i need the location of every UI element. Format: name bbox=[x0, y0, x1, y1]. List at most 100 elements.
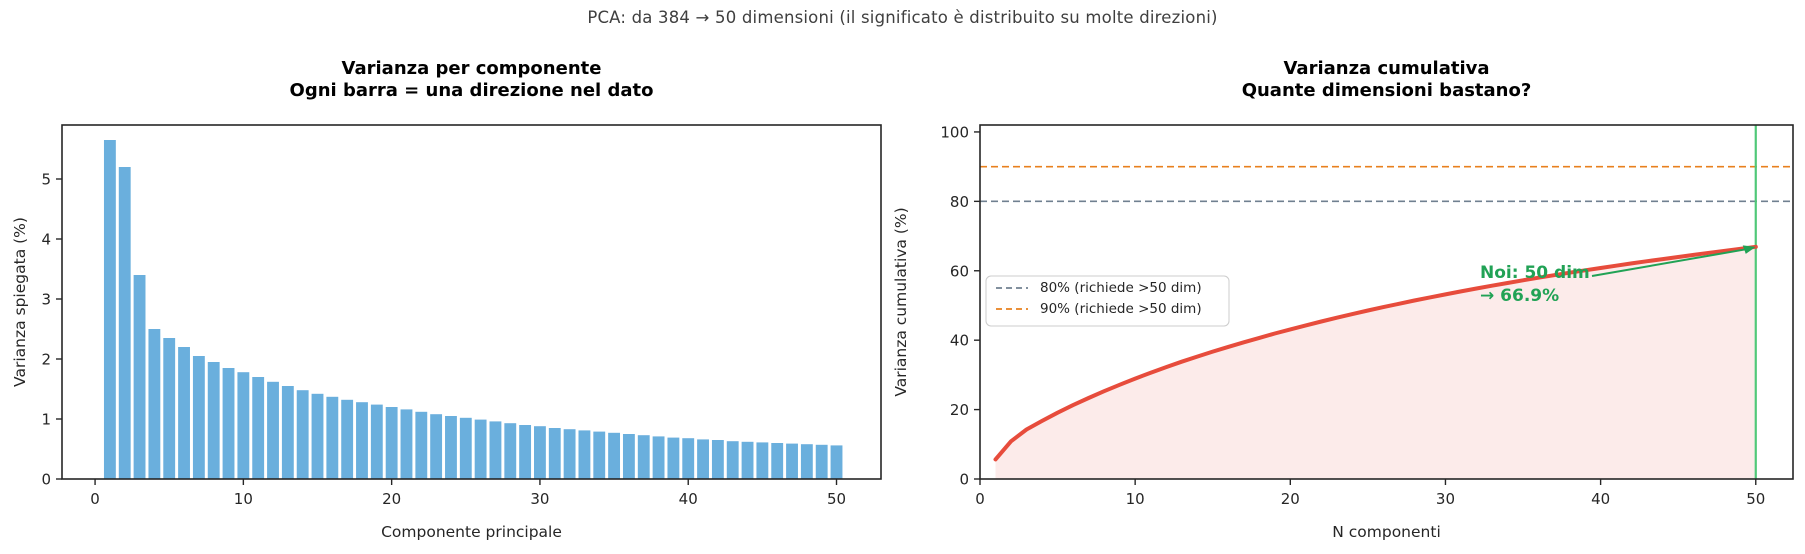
bar-component-28 bbox=[504, 423, 517, 479]
axes-box bbox=[979, 124, 1794, 480]
legend-label-0: 80% (richiede >50 dim) bbox=[1040, 280, 1202, 296]
y-axis-label: Varianza spiegata (%) bbox=[11, 217, 29, 387]
x-tick-label: 20 bbox=[382, 490, 401, 508]
bar-component-22 bbox=[415, 411, 428, 479]
legend-box bbox=[985, 275, 1230, 327]
chart-title-line1: Varianza per componente bbox=[342, 58, 602, 79]
y-tick-label: 3 bbox=[41, 291, 51, 309]
bar-component-27 bbox=[489, 421, 502, 479]
legend-label-1: 90% (richiede >50 dim) bbox=[1040, 301, 1202, 317]
x-tick-label: 10 bbox=[234, 490, 253, 508]
bar-component-12 bbox=[267, 381, 279, 479]
y-tick-label: 80 bbox=[950, 193, 969, 211]
bar-component-43 bbox=[726, 441, 739, 479]
x-tick-label: 0 bbox=[90, 490, 100, 508]
bar-component-3 bbox=[133, 275, 146, 479]
bar-component-19 bbox=[370, 404, 383, 479]
bar-component-13 bbox=[281, 386, 294, 479]
x-tick-label: 20 bbox=[1281, 490, 1300, 508]
bar-component-41 bbox=[697, 439, 709, 479]
bar-component-46 bbox=[771, 443, 784, 479]
x-axis-label: N componenti bbox=[1332, 523, 1441, 541]
bar-component-21 bbox=[400, 409, 413, 479]
bar-component-40 bbox=[682, 438, 695, 479]
y-tick-label: 40 bbox=[950, 332, 969, 350]
bar-component-33 bbox=[578, 430, 591, 479]
bar-component-30 bbox=[534, 426, 546, 479]
bar-component-42 bbox=[711, 440, 724, 479]
bar-component-47 bbox=[786, 443, 798, 479]
bar-component-26 bbox=[474, 419, 487, 479]
bar-component-45 bbox=[756, 442, 769, 479]
bar-component-16 bbox=[326, 396, 339, 479]
bar-component-6 bbox=[178, 347, 190, 479]
y-axis-label: Varianza cumulativa (%) bbox=[892, 207, 910, 396]
bar-component-18 bbox=[356, 402, 368, 479]
bar-component-38 bbox=[652, 436, 665, 479]
annotation-arrow-head bbox=[1742, 245, 1756, 254]
y-tick-label: 60 bbox=[950, 262, 969, 280]
bar-component-25 bbox=[459, 417, 472, 479]
bar-component-2 bbox=[118, 167, 131, 479]
bar-component-39 bbox=[667, 437, 680, 479]
bar-component-5 bbox=[163, 338, 176, 479]
x-axis-label: Componente principale bbox=[381, 523, 562, 541]
annotation-arrow-shaft bbox=[1591, 248, 1746, 277]
bar-component-44 bbox=[741, 441, 754, 479]
x-tick-label: 30 bbox=[1436, 490, 1455, 508]
annotation-line2: → 66.9% bbox=[1480, 286, 1559, 306]
x-tick-label: 40 bbox=[679, 490, 698, 508]
bar-component-36 bbox=[622, 434, 635, 479]
target-annotation: Noi: 50 dim → 66.9% bbox=[1480, 245, 1756, 306]
x-tick-label: 50 bbox=[1746, 490, 1765, 508]
cumulative-area bbox=[995, 246, 1756, 479]
bar-component-17 bbox=[341, 399, 354, 479]
figure-suptitle: PCA: da 384 → 50 dimensioni (il signific… bbox=[587, 8, 1218, 27]
bar-component-20 bbox=[385, 407, 398, 479]
y-tick-label: 0 bbox=[41, 471, 51, 489]
bar-component-29 bbox=[519, 425, 532, 479]
annotation-line1: Noi: 50 dim bbox=[1480, 263, 1590, 283]
bar-component-15 bbox=[311, 393, 324, 479]
bar-component-1 bbox=[103, 140, 116, 479]
x-tick-label: 0 bbox=[975, 490, 985, 508]
bar-component-24 bbox=[445, 416, 457, 479]
cumulative-line bbox=[993, 244, 1758, 462]
x-tick-label: 10 bbox=[1126, 490, 1145, 508]
chart-title-line2: Ogni barra = una direzione nel dato bbox=[290, 80, 654, 101]
bar-component-8 bbox=[207, 362, 220, 479]
bar-component-11 bbox=[252, 377, 265, 479]
bar-component-10 bbox=[237, 372, 250, 479]
bar-component-48 bbox=[800, 444, 813, 479]
bar-component-32 bbox=[563, 429, 576, 479]
bar-component-50 bbox=[830, 445, 843, 479]
y-tick-label: 4 bbox=[41, 231, 51, 249]
bar-component-23 bbox=[430, 414, 443, 479]
bar-component-31 bbox=[548, 428, 561, 479]
bar-component-14 bbox=[296, 390, 309, 479]
y-tick-label: 2 bbox=[41, 351, 51, 369]
x-tick-label: 30 bbox=[530, 490, 549, 508]
bar-component-9 bbox=[222, 368, 235, 479]
bar-component-7 bbox=[192, 356, 205, 479]
bar-component-49 bbox=[815, 444, 828, 479]
bar-component-37 bbox=[637, 435, 650, 479]
y-tick-label: 100 bbox=[940, 123, 969, 141]
bar-component-34 bbox=[593, 431, 606, 479]
y-tick-label: 1 bbox=[41, 411, 51, 429]
chart-title-line2: Quante dimensioni bastano? bbox=[1242, 80, 1532, 101]
y-tick-label: 5 bbox=[41, 171, 51, 189]
x-tick-label: 40 bbox=[1591, 490, 1610, 508]
chart-title-line1: Varianza cumulativa bbox=[1283, 58, 1489, 79]
x-tick-label: 50 bbox=[827, 490, 846, 508]
axes-box bbox=[61, 124, 882, 480]
y-tick-label: 0 bbox=[959, 471, 969, 489]
bar-component-35 bbox=[608, 432, 621, 479]
bar-component-4 bbox=[148, 329, 161, 479]
legend: 80% (richiede >50 dim) 90% (richiede >50 … bbox=[985, 275, 1230, 327]
y-tick-label: 20 bbox=[950, 401, 969, 419]
